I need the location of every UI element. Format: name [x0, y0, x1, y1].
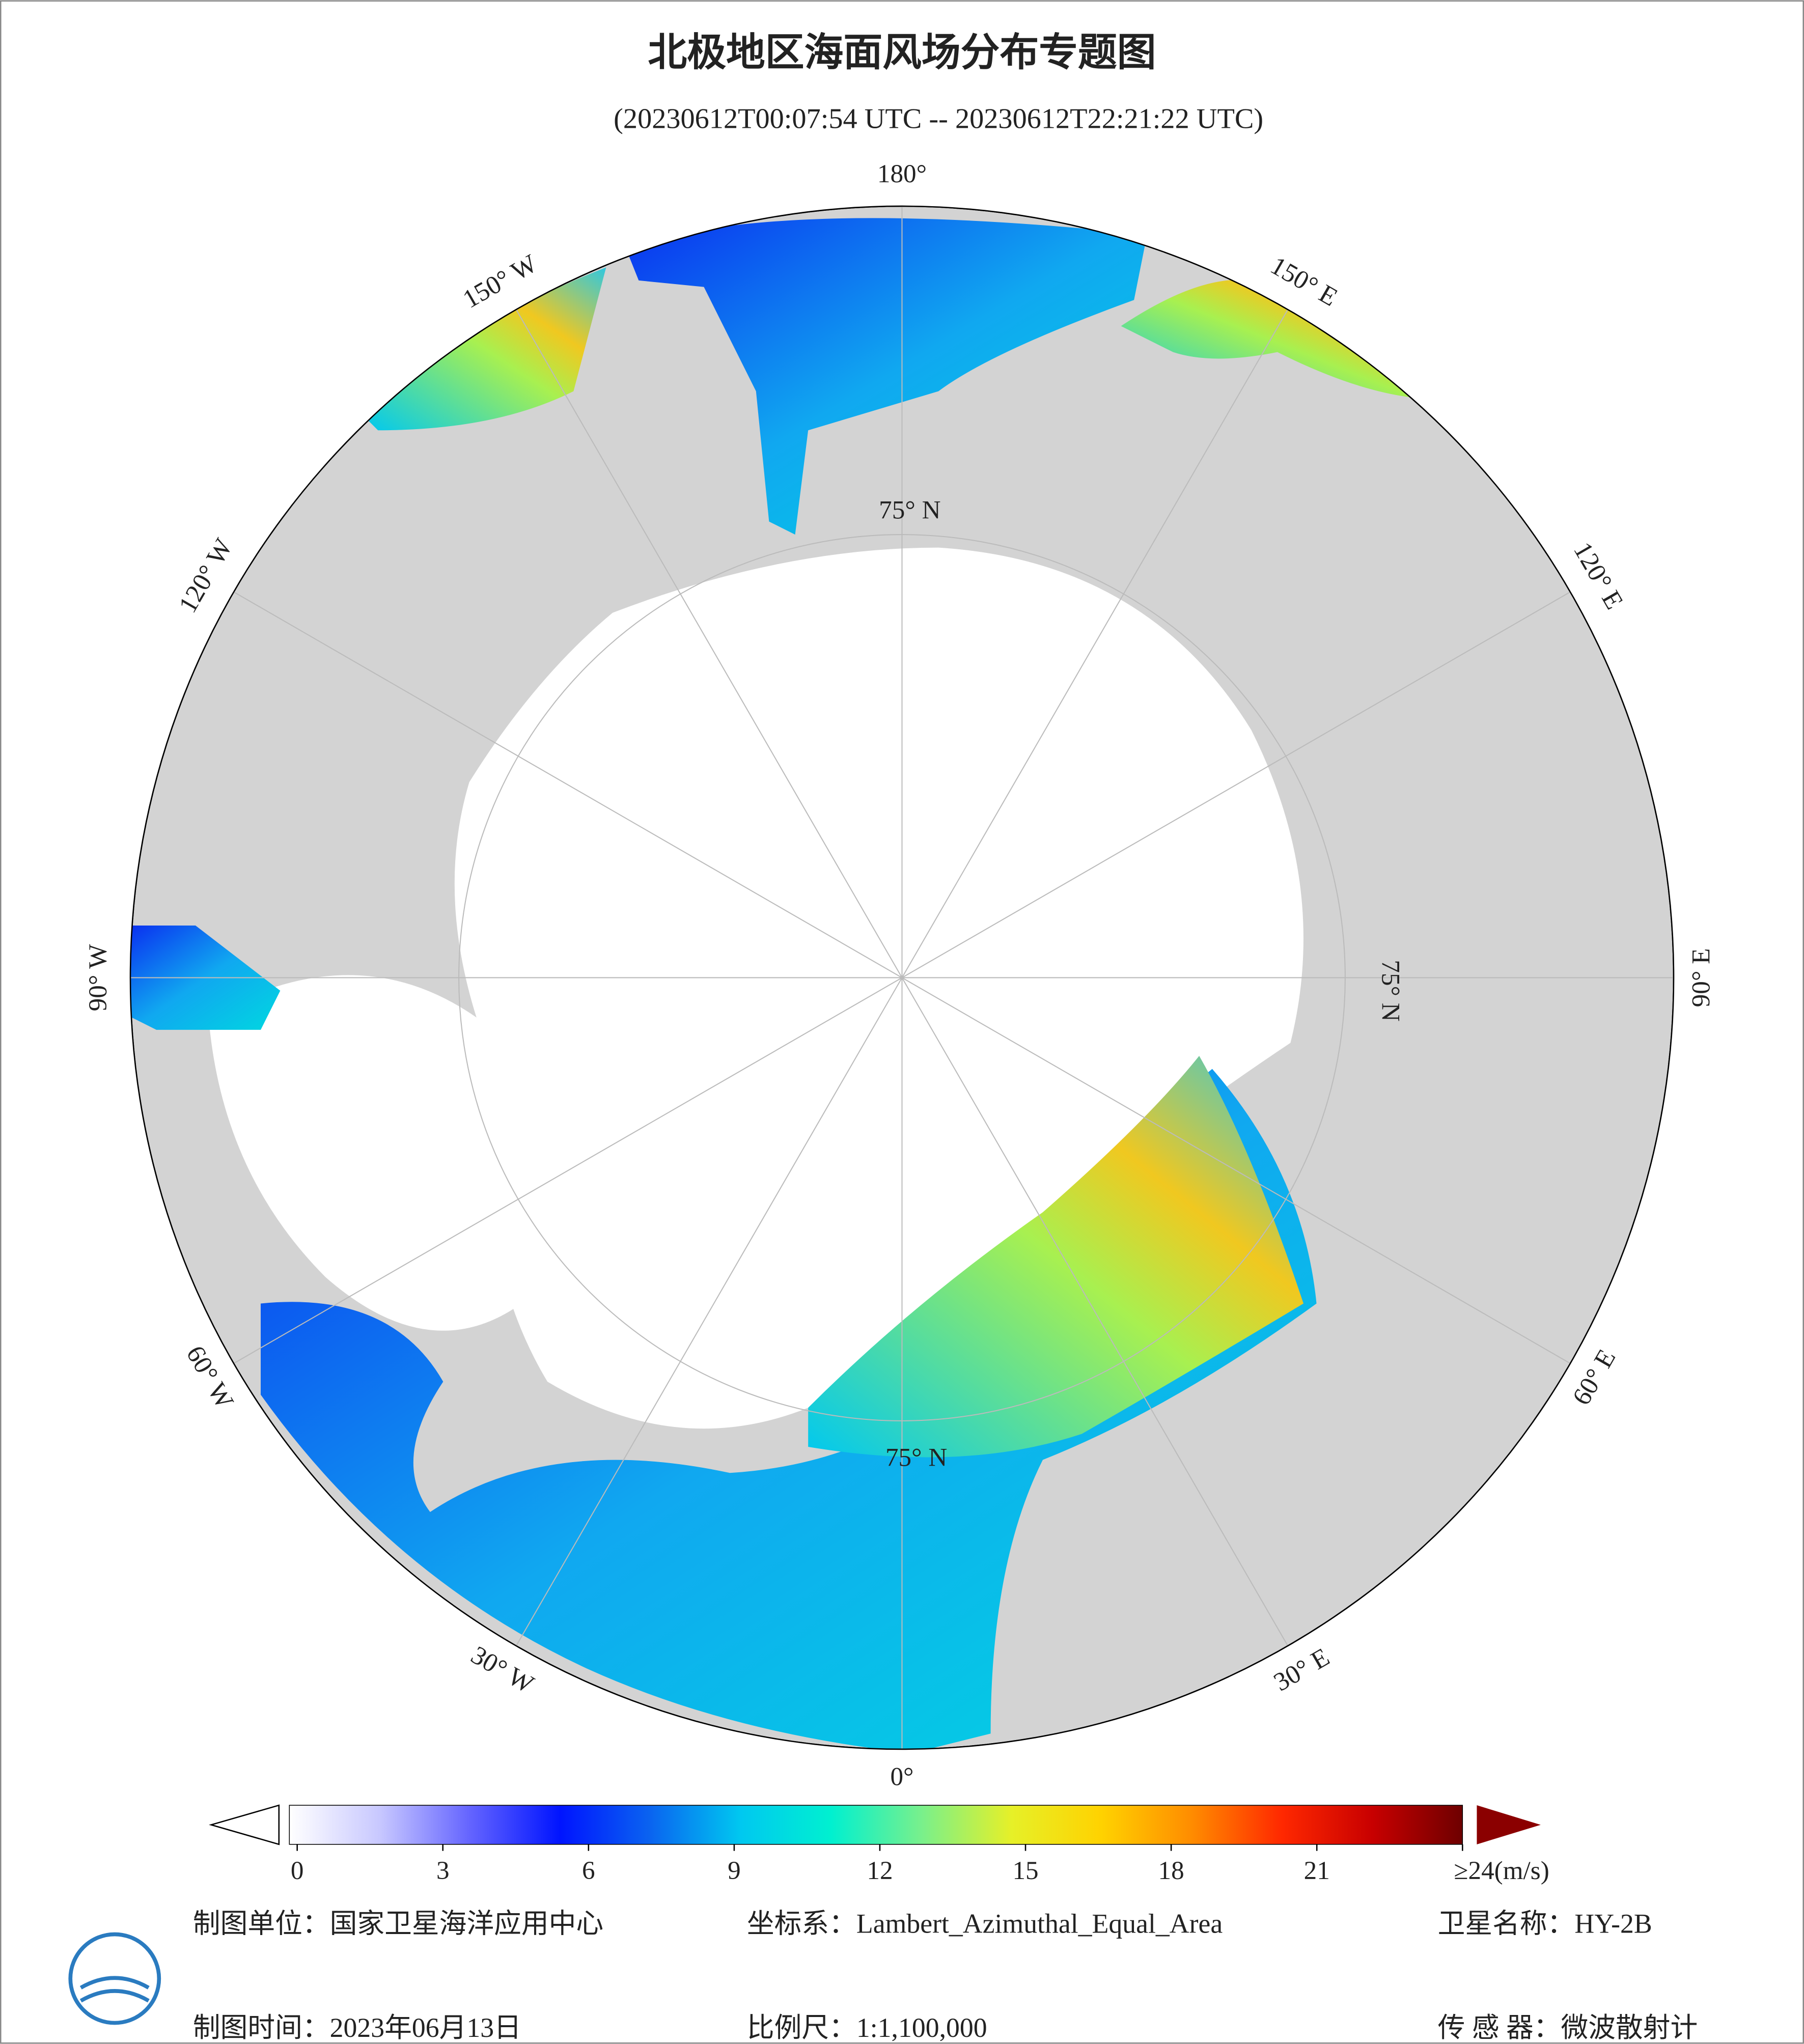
longitude-label: 0°	[890, 1762, 913, 1791]
subtitle: (20230612T00:07:54 UTC -- 20230612T22:21…	[614, 103, 1263, 134]
meridian	[901, 300, 1294, 978]
colorbar	[289, 1805, 1463, 1845]
colorbar-over	[1477, 1805, 1541, 1844]
footer-satellite: 卫星名称：HY-2B	[1438, 1908, 1652, 1939]
title: 北极地区海面风场分布专题图	[648, 30, 1156, 75]
longitude-label: 90° W	[84, 944, 113, 1012]
logo-waves	[79, 1976, 150, 2003]
meridian	[901, 586, 1580, 978]
latitude-label: 75° N	[879, 495, 940, 524]
colorbar-tick-label: 18	[1158, 1856, 1184, 1885]
latitude-label: 75° N	[885, 1443, 947, 1472]
meridian	[224, 977, 903, 1369]
map	[130, 206, 1674, 1749]
map-border	[129, 205, 1675, 1750]
footer-crs: 坐标系：Lambert_Azimuthal_Equal_Area	[747, 1908, 1223, 1939]
footer-scale: 比例尺：1:1,100,000	[747, 2012, 987, 2043]
meridian	[510, 300, 903, 978]
colorbar-tick-label: 6	[582, 1856, 595, 1885]
arctic-ocean	[454, 547, 1303, 1429]
colorbar-tick-label: 0	[291, 1856, 304, 1885]
baffin-bay	[208, 975, 571, 1331]
colorbar-tick-label: 9	[728, 1856, 741, 1885]
wind-field-atlantic	[260, 1069, 1317, 1749]
wind-field-pacific	[625, 218, 1147, 535]
footer-date: 制图时间：2023年06月13日	[193, 2012, 521, 2043]
colorbar-tick-label: 12	[867, 1856, 893, 1885]
footer-sensor: 传 感 器：微波散射计	[1438, 2012, 1698, 2043]
wind-field-alaska	[365, 267, 606, 431]
meridian	[901, 977, 1294, 1656]
latitude-label: 75° N	[1376, 960, 1405, 1021]
wind-field-barents	[808, 1056, 1303, 1458]
meridian	[901, 977, 1580, 1369]
meridian	[224, 586, 903, 978]
colorbar-tick-label: 15	[1012, 1856, 1038, 1885]
meridian	[510, 977, 903, 1656]
colorbar-under	[209, 1804, 280, 1845]
longitude-label: 180°	[877, 159, 927, 188]
colorbar-tick-label: 21	[1304, 1856, 1330, 1885]
meridians	[130, 206, 1674, 1749]
colorbar-tick-label: 3	[436, 1856, 450, 1885]
footer-unit: 制图单位：国家卫星海洋应用中心	[193, 1908, 603, 1939]
longitude-label: 90° E	[1687, 948, 1716, 1007]
wind-field-okhotsk	[1121, 279, 1414, 398]
colorbar-tick-label: ≥24(m/s)	[1454, 1856, 1549, 1885]
